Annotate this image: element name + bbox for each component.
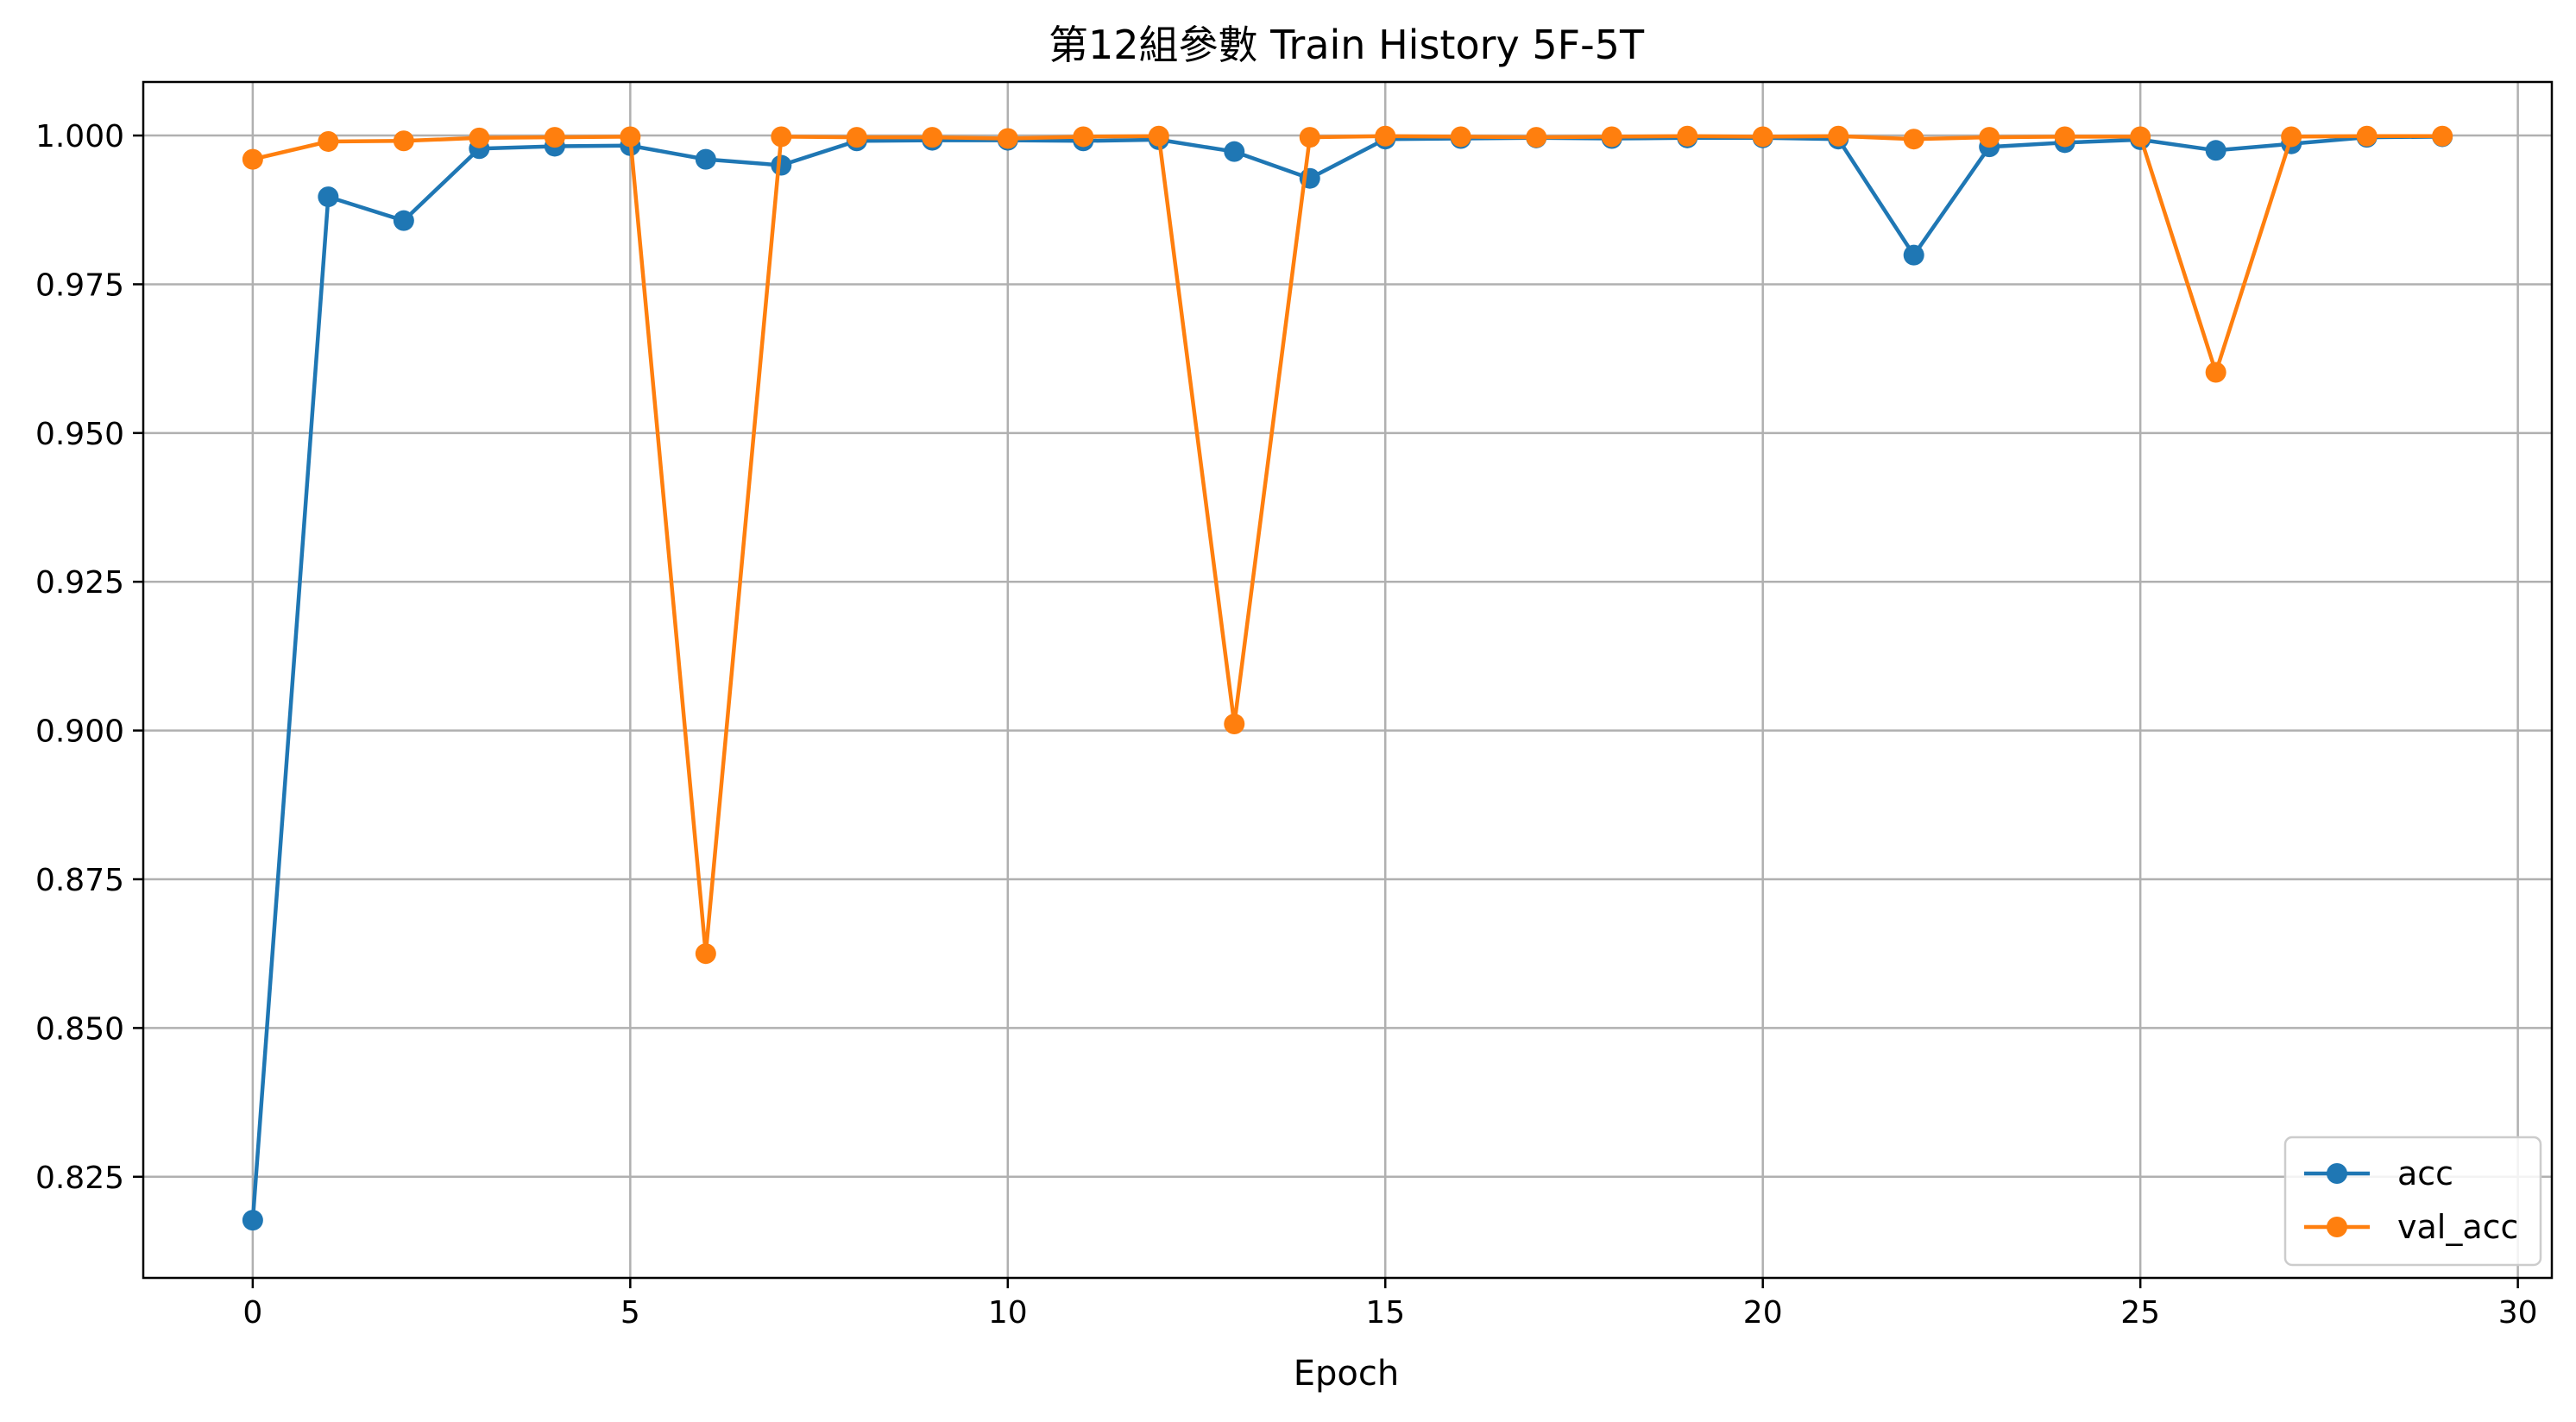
data-point-val_acc xyxy=(922,127,943,148)
data-point-val_acc xyxy=(2054,126,2075,148)
data-point-val_acc xyxy=(1450,126,1471,148)
data-point-val_acc xyxy=(997,128,1018,149)
legend-box xyxy=(2283,1136,2542,1267)
data-point-val_acc xyxy=(1677,125,1698,147)
y-tick-label: 0.850 xyxy=(35,1011,124,1047)
axis-ticks: 0 5 10 15 20 25 30 0.825 0.850 0.875 0.900 0.925 0.9… xyxy=(35,119,2538,1331)
data-point-val_acc xyxy=(1148,125,1169,147)
series-line-val_acc xyxy=(252,134,2443,956)
data-point-val_acc xyxy=(846,127,867,148)
x-tick-label: 20 xyxy=(1743,1295,1783,1331)
data-point-val_acc xyxy=(469,127,490,148)
data-point-val_acc xyxy=(2130,126,2151,148)
legend-label-val_acc: val_acc xyxy=(2397,1208,2518,1246)
data-point-val_acc xyxy=(771,126,792,148)
data-point-acc xyxy=(1224,141,1245,162)
data-point-val_acc xyxy=(1299,127,1320,148)
data-point-val_acc xyxy=(318,130,339,152)
y-tick-label: 0.825 xyxy=(35,1161,124,1196)
y-tick-label: 0.950 xyxy=(35,417,124,452)
data-point-val_acc xyxy=(1526,127,1547,148)
y-tick-label: 0.875 xyxy=(35,863,124,898)
legend-marker-acc xyxy=(2327,1163,2347,1184)
data-point-val_acc xyxy=(544,127,565,148)
data-point-val_acc xyxy=(1979,127,2000,148)
x-tick-label: 15 xyxy=(1365,1295,1405,1331)
data-point-val_acc xyxy=(1828,125,1849,147)
y-tick-label: 0.975 xyxy=(35,267,124,303)
data-point-acc xyxy=(318,186,339,208)
data-point-val_acc xyxy=(2281,126,2302,148)
data-point-val_acc xyxy=(620,126,641,148)
data-point-acc xyxy=(1903,244,1924,266)
data-point-acc xyxy=(695,148,716,170)
data-point-val_acc xyxy=(2356,125,2378,147)
x-tick-label: 30 xyxy=(2498,1295,2538,1331)
data-point-acc xyxy=(393,210,414,231)
data-point-val_acc xyxy=(1073,126,1094,148)
data-point-val_acc xyxy=(695,943,716,965)
data-series xyxy=(242,125,2453,1231)
x-axis-label: Epoch xyxy=(1294,1354,1399,1394)
y-tick-label: 1.000 xyxy=(35,119,124,154)
data-point-val_acc xyxy=(1601,126,1622,148)
data-point-acc xyxy=(242,1210,263,1231)
data-point-val_acc xyxy=(1903,129,1924,150)
legend-label-acc: acc xyxy=(2397,1155,2453,1192)
plot-area-frame xyxy=(142,80,2554,1280)
data-point-acc xyxy=(2205,140,2226,161)
x-tick-label: 0 xyxy=(242,1295,262,1331)
series-line-acc xyxy=(250,135,2443,1221)
data-point-val_acc xyxy=(1375,125,1396,147)
x-tick-label: 25 xyxy=(2120,1295,2160,1331)
y-tick-label: 0.900 xyxy=(35,714,124,750)
x-tick-label: 10 xyxy=(988,1295,1028,1331)
data-point-val_acc xyxy=(2205,362,2226,383)
data-point-val_acc xyxy=(1752,126,1773,148)
grid-lines xyxy=(143,82,2552,1278)
chart-title: 第12組參數 Train History 5F-5T xyxy=(1049,22,1645,68)
data-point-val_acc xyxy=(1224,714,1245,735)
y-tick-label: 0.925 xyxy=(35,565,124,601)
legend: acc val_acc xyxy=(2283,1136,2542,1267)
data-point-acc xyxy=(771,154,792,176)
legend-marker-val_acc xyxy=(2327,1217,2347,1237)
x-tick-label: 5 xyxy=(620,1295,640,1331)
data-point-val_acc xyxy=(393,130,414,152)
data-point-val_acc xyxy=(2432,125,2453,147)
data-point-val_acc xyxy=(242,148,263,170)
